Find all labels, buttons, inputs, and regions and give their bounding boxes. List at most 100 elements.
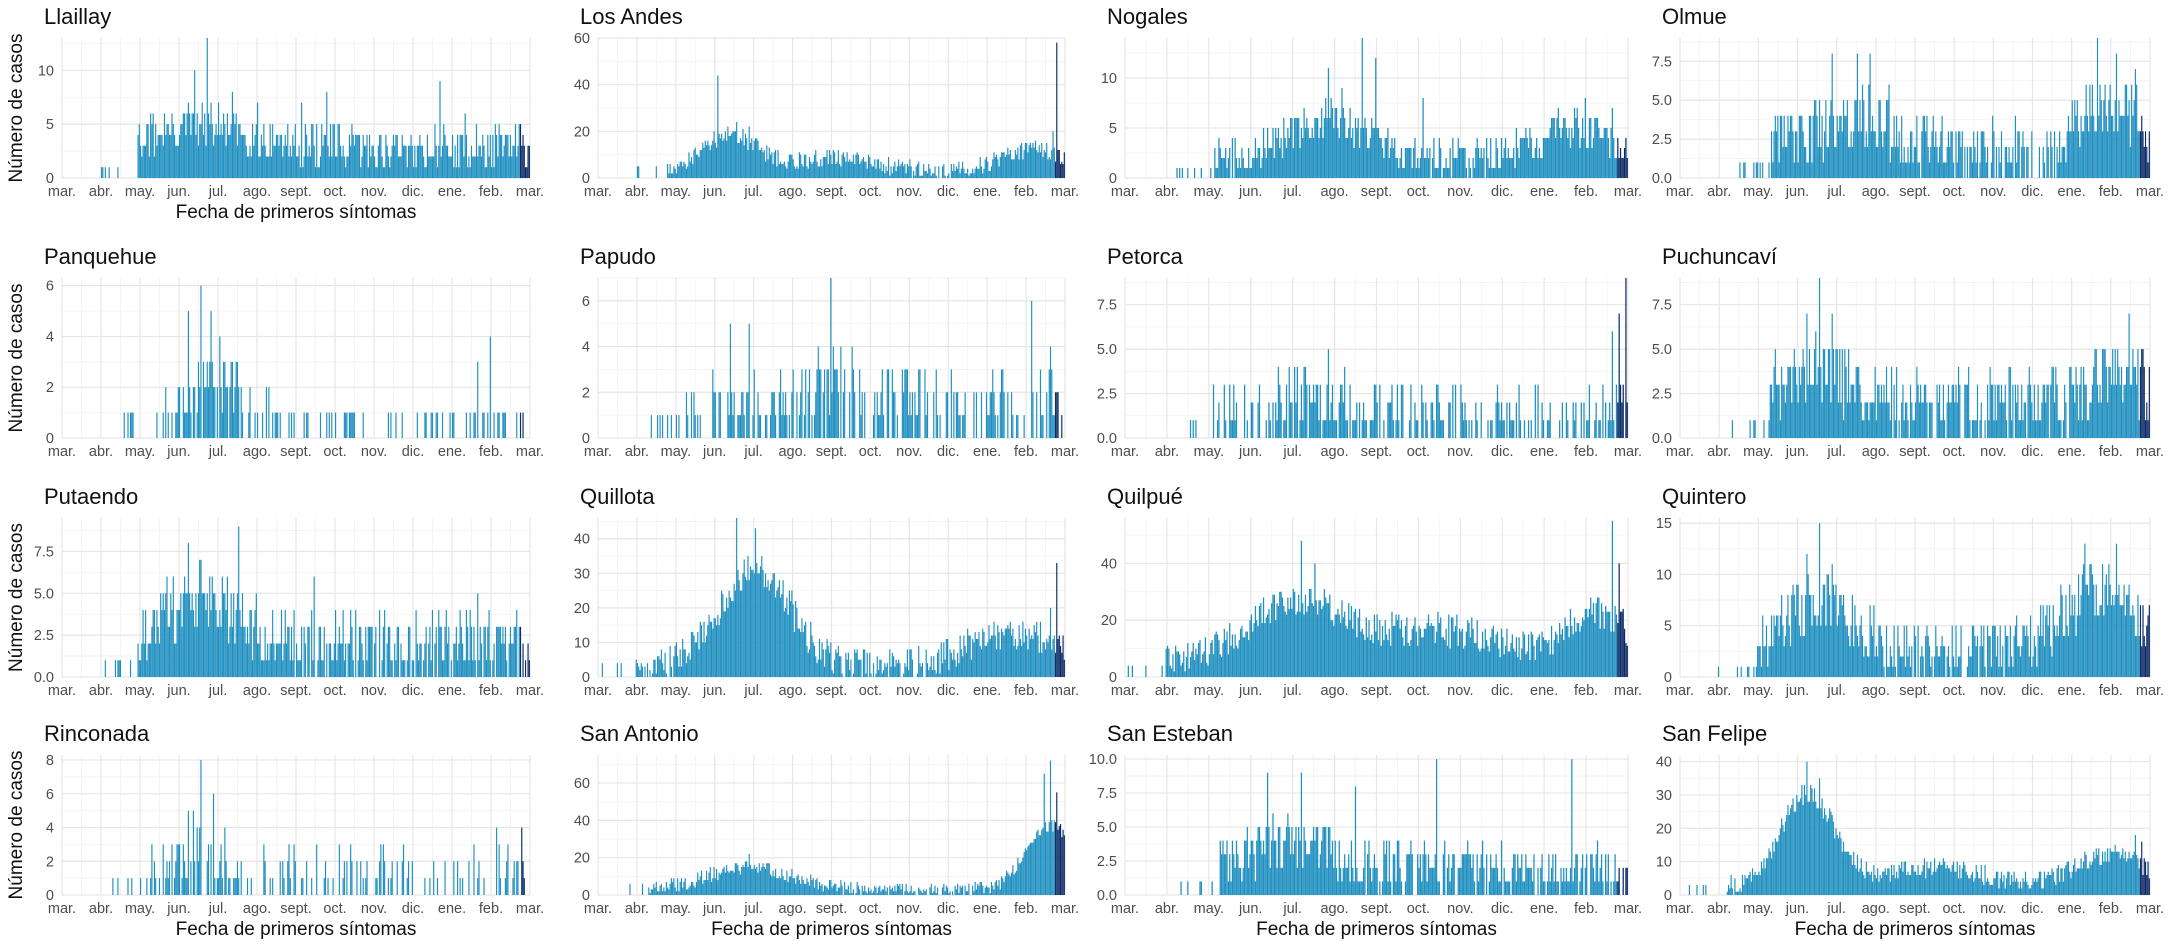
bar [654, 659, 656, 677]
bar [915, 166, 917, 178]
bar [1992, 384, 1994, 438]
bar [882, 889, 885, 895]
bar [2101, 131, 2104, 178]
bar [1452, 854, 1454, 895]
bar [1602, 384, 1604, 438]
bar [230, 361, 232, 438]
bar [472, 156, 474, 178]
bar [1746, 666, 1749, 677]
bar [179, 134, 181, 178]
bar [935, 893, 937, 895]
bar [728, 136, 730, 178]
bar [1445, 158, 1447, 178]
bar [446, 643, 449, 677]
bar [2079, 384, 2081, 438]
bar [1281, 158, 1284, 178]
bar [680, 161, 683, 178]
bar [791, 590, 793, 677]
bar [1486, 138, 1488, 178]
x-tick-label: mar. [2136, 683, 2164, 699]
bar [127, 878, 129, 895]
bar [1764, 646, 1766, 677]
bar [182, 387, 184, 438]
bar [738, 870, 740, 895]
bar [733, 131, 735, 178]
bar [1234, 867, 1236, 895]
bar [939, 415, 941, 438]
bar [1615, 158, 1618, 178]
bar [380, 844, 382, 895]
x-tick-label: mar. [584, 184, 612, 200]
bar [1553, 640, 1555, 677]
bar [2037, 625, 2039, 677]
bar [783, 611, 785, 677]
bar [1621, 611, 1623, 677]
bar [244, 626, 246, 677]
bar [640, 663, 642, 677]
bar [293, 145, 295, 178]
bar [1758, 871, 1760, 895]
bar [1515, 881, 1518, 895]
bar [1062, 635, 1064, 677]
bar [2040, 605, 2042, 677]
bar [808, 885, 811, 895]
bar [1800, 384, 1802, 438]
bar [356, 134, 358, 178]
bar [424, 412, 426, 438]
bar [1438, 402, 1440, 438]
bar [2061, 146, 2063, 178]
bar [1870, 871, 1872, 895]
bar [1515, 637, 1518, 677]
bar [1261, 623, 1263, 677]
bar [889, 175, 891, 178]
bar [2072, 131, 2075, 178]
bar [1538, 634, 1541, 677]
y-tick-label: 30 [1656, 788, 1672, 804]
x-tick-label: jul. [1826, 444, 1846, 460]
bar [1959, 865, 1961, 895]
bar [716, 868, 718, 895]
bar [2093, 115, 2095, 178]
x-tick-label: ene. [1530, 683, 1558, 699]
bar [1333, 128, 1335, 178]
bar [2035, 646, 2037, 677]
bar [1295, 402, 1297, 438]
bar [1458, 148, 1461, 178]
bar [798, 152, 801, 178]
bar [675, 173, 677, 178]
bar [1165, 648, 1167, 677]
bar [1534, 148, 1536, 178]
bar [474, 412, 476, 438]
bar [864, 885, 866, 895]
bar [718, 872, 720, 895]
bar [1946, 865, 1948, 895]
bar [1450, 617, 1453, 677]
bar [1418, 625, 1420, 677]
bar [2083, 366, 2085, 438]
bar [328, 156, 330, 178]
bar [950, 652, 952, 677]
bar [264, 145, 266, 178]
bar [737, 569, 739, 677]
bar [1481, 158, 1484, 178]
x-tick-label: oct. [1407, 901, 1430, 917]
bar [2109, 584, 2111, 677]
bar [1061, 161, 1063, 178]
bar [2061, 594, 2063, 677]
bar [1019, 863, 1021, 895]
bar [1262, 840, 1265, 895]
bar [343, 861, 345, 895]
bar [1218, 138, 1220, 178]
bar [2074, 594, 2076, 677]
bar [1596, 597, 1599, 677]
bar [219, 610, 221, 677]
bar [1806, 553, 1808, 677]
bar [1696, 885, 1698, 895]
x-tick-label: nov. [896, 901, 922, 917]
bar [788, 154, 790, 178]
bar [1422, 854, 1424, 895]
bar [1812, 115, 1814, 178]
bar [441, 660, 444, 677]
bar [389, 626, 391, 677]
bar [151, 124, 153, 178]
